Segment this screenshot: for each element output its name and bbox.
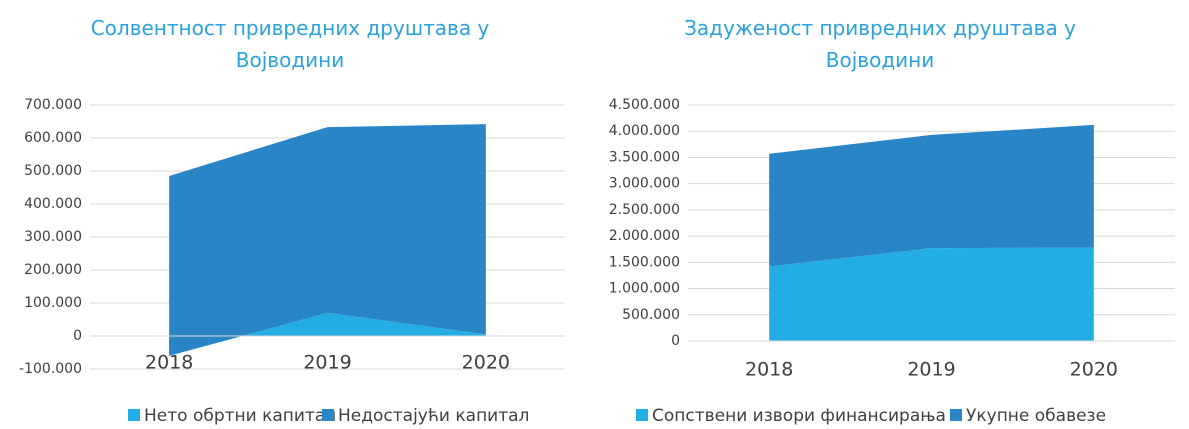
x-tick-label: 2018 (145, 352, 193, 374)
y-tick-label: 200.000 (24, 262, 82, 278)
x-tick-label: 2019 (907, 359, 955, 381)
legend-swatch (950, 409, 962, 421)
legend-label: Нето обртни капитал (144, 406, 336, 426)
legend-swatch (322, 409, 334, 421)
y-tick-label: 600.000 (24, 130, 82, 146)
y-tick-label: 1.500.000 (609, 254, 680, 270)
chart-title: Задуженост привредних друштава у Војводи… (684, 16, 1076, 72)
y-tick-label: 3.500.000 (609, 149, 680, 165)
x-tick-label: 2019 (303, 352, 351, 374)
area (769, 247, 1094, 341)
y-tick-label: 2.000.000 (609, 228, 680, 244)
y-tick-label: 2.500.000 (609, 202, 680, 218)
area (169, 312, 486, 356)
legend-label: Укупне обавезе (966, 406, 1106, 426)
y-tick-label: 500.000 (622, 307, 680, 323)
x-tick-label: 2020 (462, 352, 510, 374)
legend-swatch (128, 409, 140, 421)
x-tick-label: 2018 (745, 359, 793, 381)
y-tick-label: 300.000 (24, 229, 82, 245)
y-tick-label: 1.000.000 (609, 281, 680, 297)
legend-label: Недостајући капитал (338, 406, 529, 426)
y-tick-label: 100.000 (24, 295, 82, 311)
chart-title: Солвентност привредних друштава у Војвод… (90, 16, 490, 72)
area (169, 124, 486, 356)
legend-label: Сопствени извори финансирања (652, 406, 946, 426)
x-tick-label: 2020 (1070, 359, 1118, 381)
y-tick-label: 0 (671, 333, 680, 349)
y-tick-label: 4.000.000 (609, 123, 680, 139)
y-tick-label: 700.000 (24, 97, 82, 113)
y-tick-label: 0 (73, 328, 82, 344)
y-tick-label: 4.500.000 (609, 97, 680, 113)
y-tick-label: 400.000 (24, 196, 82, 212)
legend-swatch (636, 409, 648, 421)
y-tick-label: 500.000 (24, 163, 82, 179)
area (769, 124, 1094, 267)
y-tick-label: -100.000 (19, 361, 82, 377)
y-tick-label: 3.000.000 (609, 176, 680, 192)
